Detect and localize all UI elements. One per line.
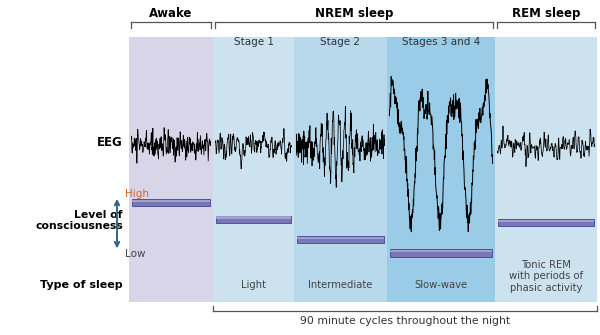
Bar [213, 37, 294, 302]
Text: Type of sleep: Type of sleep [40, 280, 123, 290]
Text: NREM sleep: NREM sleep [315, 7, 393, 20]
Text: Stages 3 and 4: Stages 3 and 4 [402, 37, 480, 47]
Text: High: High [125, 189, 149, 199]
Bar [390, 250, 492, 252]
Text: Intermediate: Intermediate [308, 280, 373, 290]
Text: Level of
consciousness: Level of consciousness [35, 210, 123, 231]
Bar [294, 37, 387, 302]
Text: EEG: EEG [97, 136, 123, 149]
Bar [297, 236, 384, 243]
Text: Light: Light [241, 280, 266, 290]
Text: Tonic REM
with periods of
phasic activity: Tonic REM with periods of phasic activit… [509, 260, 583, 293]
Bar [132, 199, 210, 206]
Bar [216, 216, 291, 219]
Bar [387, 37, 495, 302]
Bar [297, 237, 384, 239]
Text: Awake: Awake [149, 7, 193, 20]
Text: Stage 2: Stage 2 [320, 37, 361, 47]
Text: Slow-wave: Slow-wave [415, 280, 467, 290]
Bar [129, 37, 213, 302]
Text: Low: Low [125, 249, 145, 259]
Bar [390, 249, 492, 257]
Text: REM sleep: REM sleep [512, 7, 580, 20]
Bar [498, 220, 594, 222]
Bar [495, 37, 597, 302]
Bar [216, 216, 291, 223]
Bar [132, 200, 210, 202]
Text: Stage 1: Stage 1 [233, 37, 274, 47]
Text: 90 minute cycles throughout the night: 90 minute cycles throughout the night [300, 316, 510, 326]
Bar [498, 219, 594, 226]
